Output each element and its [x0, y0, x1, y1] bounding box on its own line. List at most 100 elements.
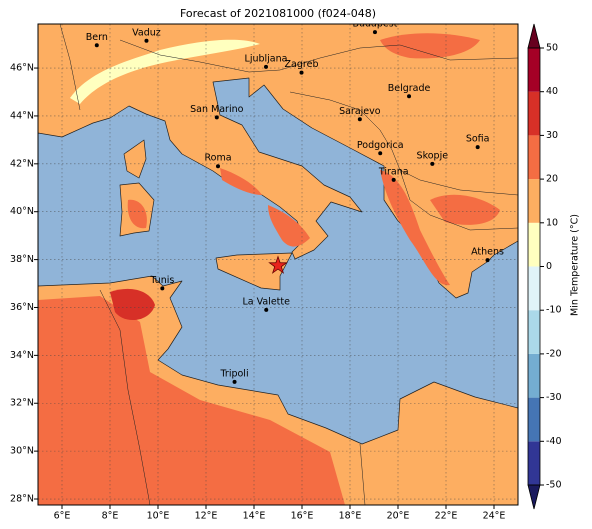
colorbar-band — [528, 441, 540, 485]
city-dot — [264, 64, 268, 69]
colorbar-label: Min Temperature (°C) — [570, 214, 581, 316]
lat-tick-label: 42°N — [10, 158, 34, 169]
axes: 6°E 8°E 10°E 12°E 14°E 16°E 18°E 20°E 22°E 24°E 28… — [10, 63, 505, 522]
lon-tick-label: 16°E — [291, 511, 314, 522]
colorbar-extend-high — [527, 23, 541, 49]
city-dot — [160, 286, 165, 291]
lon-tick-label: 8°E — [102, 511, 119, 522]
city-label: Roma — [204, 153, 231, 164]
alps-cool — [70, 39, 260, 104]
lat-tick-label: 36°N — [10, 302, 34, 313]
colorbar-band — [528, 397, 540, 442]
sardinia-warm — [127, 199, 147, 229]
city-label: Ljubljana — [245, 53, 288, 64]
colorbar-tick-label: -50 — [546, 480, 562, 491]
colorbar-tick-label: 0 — [546, 261, 552, 272]
colorbar: -50 -40 -30 -20 -10 0 10 20 30 40 50 — [527, 23, 562, 510]
city-dot — [94, 43, 99, 48]
bulgaria-warm — [430, 194, 500, 225]
lon-tick-label: 24°E — [483, 511, 506, 522]
colorbar-band — [528, 179, 540, 223]
tunisia-hot — [110, 288, 155, 321]
lat-tick-label: 40°N — [10, 206, 34, 217]
lon-tick-label: 12°E — [195, 511, 218, 522]
city-label: Podgorica — [357, 140, 404, 151]
calabria-warm — [268, 205, 310, 247]
city-label: Tripoli — [220, 368, 249, 379]
city-label: Zagreb — [285, 59, 319, 70]
city-label: San Marino — [190, 104, 243, 115]
colorbar-tick-label: 20 — [546, 174, 558, 185]
greece-warm — [380, 170, 450, 286]
city-label: Belgrade — [388, 83, 431, 94]
city-label: Tirana — [378, 166, 409, 177]
lat-tick-label: 28°N — [10, 494, 34, 505]
city-dot — [299, 70, 304, 75]
colorbar-band — [528, 266, 540, 311]
graticule — [38, 24, 518, 505]
africa-warm — [38, 296, 345, 505]
city-dot — [232, 379, 237, 384]
title: Forecast of 2021081000 (f024-048) — [180, 7, 376, 20]
colorbar-band — [528, 222, 540, 267]
hungary-warm — [380, 33, 480, 59]
city-label: Tunis — [149, 275, 174, 286]
city-label: Budapest — [352, 19, 397, 30]
colorbar-tick-label: 40 — [546, 86, 558, 97]
city-dot — [407, 94, 412, 99]
lon-tick-label: 22°E — [435, 511, 458, 522]
lon-tick-label: 14°E — [243, 511, 266, 522]
city-label: Bern — [86, 32, 108, 43]
colorbar-band — [528, 135, 540, 180]
city-dot — [378, 151, 383, 156]
city-dot — [144, 38, 149, 43]
lat-tick-label: 32°N — [10, 398, 34, 409]
temperature-patches — [38, 33, 500, 505]
lat-tick-label: 34°N — [10, 350, 34, 361]
colorbar-tick-label: 10 — [546, 217, 558, 228]
city-label: Skopje — [417, 150, 449, 161]
lat-tick-label: 46°N — [10, 63, 34, 74]
sicily — [215, 252, 293, 291]
city-dot — [216, 164, 220, 169]
colorbar-tick-label: -40 — [546, 436, 562, 447]
borders — [59, 24, 518, 505]
colorbar-tick-label: -30 — [546, 392, 562, 403]
lat-tick-label: 30°N — [10, 446, 34, 457]
lon-tick-label: 6°E — [54, 511, 71, 522]
city-label: Sofia — [466, 134, 490, 145]
city-dot — [391, 177, 396, 182]
colorbar-tick-label: 50 — [546, 43, 558, 54]
city-dot — [475, 145, 480, 150]
colorbar-band — [528, 48, 540, 92]
lon-tick-label: 10°E — [147, 511, 170, 522]
event-marker — [268, 255, 288, 274]
colorbar-band — [528, 91, 540, 136]
colorbar-extend-low — [527, 484, 541, 510]
city-dot — [214, 115, 219, 120]
colorbar-tick-label: -10 — [546, 305, 562, 316]
lat-tick-label: 38°N — [10, 254, 34, 265]
colorbar-band — [528, 310, 540, 354]
city-dot — [357, 117, 362, 122]
city-dot — [264, 307, 269, 312]
city-label: Sarajevo — [339, 106, 381, 117]
colorbar-tick-label: 30 — [546, 130, 558, 141]
lazio-warm — [220, 168, 262, 195]
lon-tick-label: 20°E — [387, 511, 410, 522]
city-dot — [430, 161, 435, 166]
city-label: Athens — [471, 247, 504, 258]
map-frame — [37, 23, 519, 506]
corsica — [123, 139, 147, 179]
city-dot — [372, 30, 377, 35]
city-label: La Valette — [242, 296, 290, 307]
city-label: Vaduz — [132, 27, 161, 38]
city-dot — [485, 258, 490, 263]
colorbar-tick-label: -20 — [546, 348, 562, 359]
colorbar-band — [528, 353, 540, 398]
lat-tick-label: 44°N — [10, 110, 34, 121]
lon-tick-label: 18°E — [339, 511, 362, 522]
